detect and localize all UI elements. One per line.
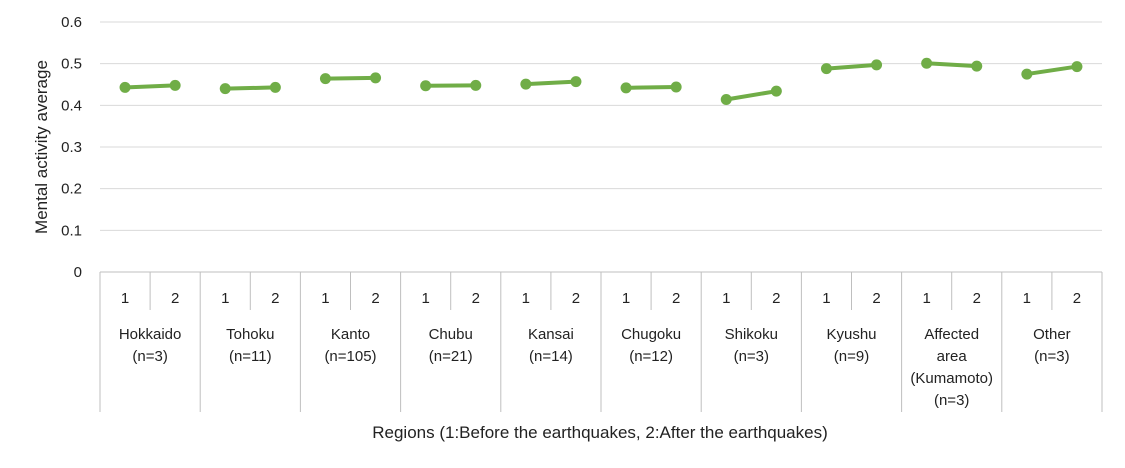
series-line	[624, 85, 679, 90]
x-sub-label: 2	[772, 290, 780, 307]
region-label: (Kumamoto)	[910, 370, 993, 387]
series-line	[724, 89, 779, 102]
region-label: area	[937, 348, 968, 365]
data-point-after	[370, 72, 382, 84]
region-label: Kyushu	[826, 326, 876, 343]
y-tick-label: 0.6	[61, 14, 82, 31]
y-tick-label: 0.4	[61, 97, 82, 114]
data-point-before	[720, 94, 732, 105]
x-sub-label: 1	[622, 290, 630, 307]
y-tick-label: 0.2	[61, 181, 82, 198]
data-point-after	[971, 60, 983, 72]
region-label: Chubu	[429, 326, 473, 343]
x-sub-label: 1	[421, 290, 429, 307]
data-point-before	[921, 57, 933, 69]
region-label: Shikoku	[725, 326, 778, 343]
x-sub-label: 2	[1073, 290, 1081, 307]
series-lines	[119, 57, 1083, 105]
x-sub-label: 2	[672, 290, 680, 307]
region-label: (n=105)	[324, 348, 376, 365]
series-line	[323, 75, 378, 81]
data-point-before	[219, 83, 231, 95]
series-line	[223, 85, 278, 91]
x-sub-label: 2	[271, 290, 279, 307]
region-label: (n=3)	[934, 392, 969, 409]
data-point-before	[520, 78, 532, 90]
data-point-after	[470, 79, 482, 91]
x-sub-label: 1	[522, 290, 530, 307]
x-axis-title: Regions (1:Before the earthquakes, 2:Aft…	[372, 423, 828, 442]
region-label: (n=14)	[529, 348, 573, 365]
x-sub-label: 1	[321, 290, 329, 307]
data-point-after	[1071, 61, 1083, 73]
x-sub-label: 2	[371, 290, 379, 307]
region-label: Hokkaido	[119, 326, 182, 343]
x-sub-label: 2	[872, 290, 880, 307]
series-line	[1024, 64, 1079, 77]
region-label: Kanto	[331, 326, 370, 343]
region-label: Tohoku	[226, 326, 274, 343]
data-point-after	[570, 76, 582, 88]
data-point-before	[820, 63, 832, 75]
data-point-before	[620, 82, 632, 94]
x-sub-label: 2	[171, 290, 179, 307]
y-tick-label: 0.1	[61, 222, 82, 239]
x-axis: 1 2 Hokkaido (n=3) 1 2 Tohoku (n=11) 1 2 Kanto (n=1…	[99, 271, 1103, 412]
y-tick-label: 0	[74, 264, 82, 281]
y-axis-title: Mental activity average	[32, 60, 51, 234]
region-label: (n=11)	[229, 348, 272, 365]
data-point-after	[269, 81, 281, 93]
series-line	[123, 83, 178, 90]
data-point-before	[1021, 68, 1033, 80]
x-sub-label: 1	[121, 290, 129, 307]
series-line	[523, 79, 578, 87]
series-line	[824, 62, 879, 71]
x-sub-label: 2	[572, 290, 580, 307]
data-point-after	[670, 81, 682, 93]
region-label: Affected	[924, 326, 979, 343]
data-point-before	[319, 73, 331, 85]
gridlines	[100, 21, 1102, 273]
x-sub-label: 2	[472, 290, 480, 307]
x-sub-label: 1	[822, 290, 830, 307]
y-tick-label: 0.3	[61, 139, 82, 156]
region-label: Other	[1033, 326, 1071, 343]
region-label: (n=3)	[734, 348, 769, 365]
x-sub-label: 2	[973, 290, 981, 307]
region-label: (n=3)	[132, 348, 167, 365]
data-point-after	[871, 59, 883, 71]
x-sub-label: 1	[922, 290, 930, 307]
data-point-after	[169, 79, 181, 91]
data-point-before	[119, 81, 131, 93]
series-line	[924, 61, 979, 69]
x-sub-label: 1	[221, 290, 229, 307]
region-label: (n=21)	[429, 348, 473, 365]
region-label: (n=12)	[629, 348, 673, 365]
y-axis: 0 0.1 0.2 0.3 0.4 0.5 0.6	[61, 14, 82, 281]
x-sub-label: 1	[722, 290, 730, 307]
region-label: (n=9)	[834, 348, 869, 365]
y-tick-label: 0.5	[61, 56, 82, 73]
region-label: Chugoku	[621, 326, 681, 343]
region-label: Kansai	[528, 326, 574, 343]
data-point-after	[770, 85, 782, 97]
x-sub-label: 1	[1023, 290, 1031, 307]
region-label: (n=3)	[1034, 348, 1069, 365]
data-point-before	[420, 80, 432, 92]
